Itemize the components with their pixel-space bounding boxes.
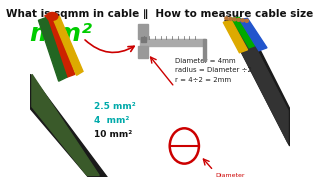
Text: 10 mm²: 10 mm² xyxy=(93,130,132,139)
Text: Diameter = 4mm: Diameter = 4mm xyxy=(175,58,235,64)
Polygon shape xyxy=(231,17,257,48)
Text: radius = Diameter ÷2: radius = Diameter ÷2 xyxy=(175,68,252,73)
Text: 2.5 mm²: 2.5 mm² xyxy=(93,102,135,111)
Polygon shape xyxy=(32,74,99,176)
Text: r = 4÷2 = 2mm: r = 4÷2 = 2mm xyxy=(175,77,231,83)
Text: 4  mm²: 4 mm² xyxy=(93,116,129,125)
Bar xyxy=(138,24,148,39)
Ellipse shape xyxy=(225,17,228,20)
Bar xyxy=(138,46,148,58)
Text: What is sqmm in cable ∥  How to measure cable size: What is sqmm in cable ∥ How to measure c… xyxy=(6,8,314,19)
Text: mm²: mm² xyxy=(30,22,92,46)
Polygon shape xyxy=(53,16,83,75)
Polygon shape xyxy=(223,20,248,53)
Ellipse shape xyxy=(229,17,232,20)
Text: Diameter: Diameter xyxy=(215,174,244,178)
Polygon shape xyxy=(225,20,290,146)
Bar xyxy=(203,39,206,61)
Ellipse shape xyxy=(245,19,248,22)
Polygon shape xyxy=(30,74,107,177)
Polygon shape xyxy=(38,17,67,81)
Polygon shape xyxy=(239,18,267,51)
Bar xyxy=(140,39,204,46)
Ellipse shape xyxy=(241,19,244,22)
Polygon shape xyxy=(45,15,75,77)
Ellipse shape xyxy=(237,18,240,21)
Bar xyxy=(141,37,146,42)
Ellipse shape xyxy=(46,12,58,20)
Ellipse shape xyxy=(233,18,236,21)
Polygon shape xyxy=(227,22,288,143)
